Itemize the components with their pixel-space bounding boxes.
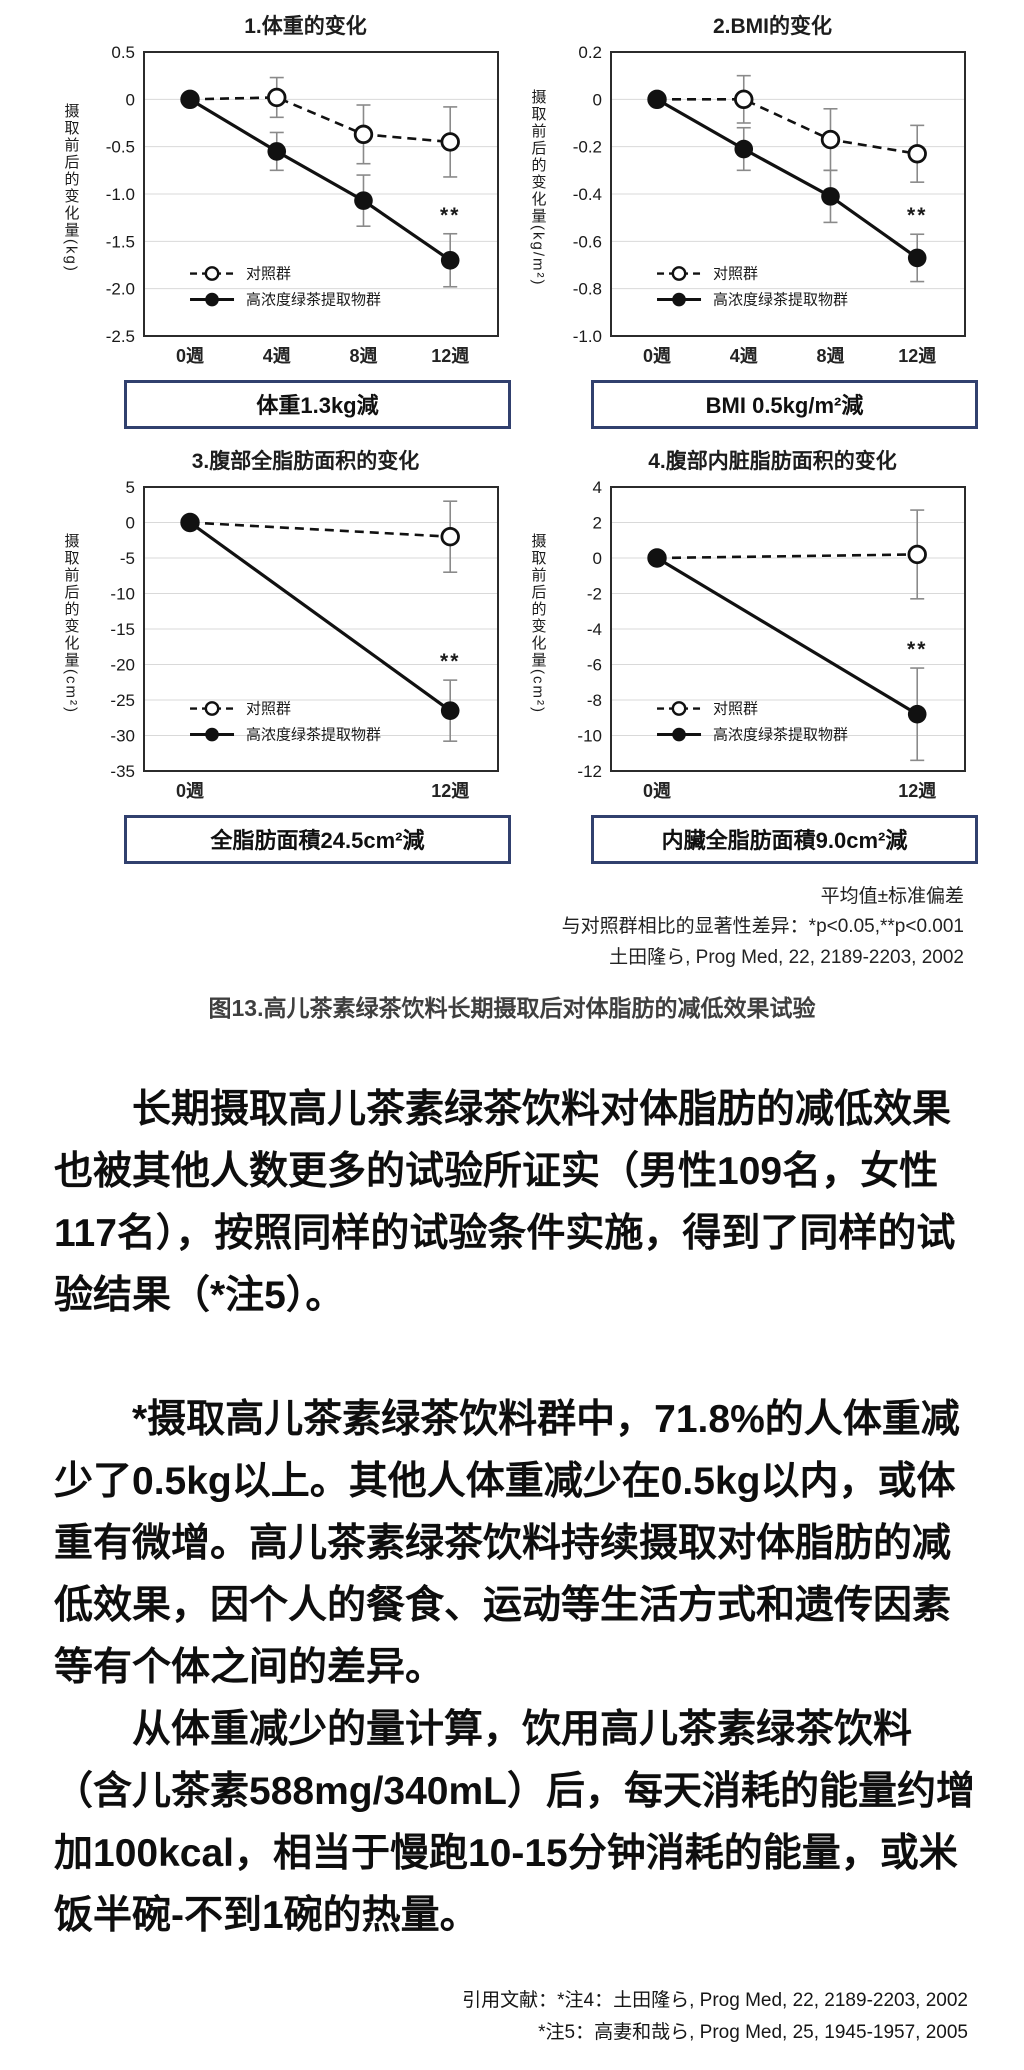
chart-bmi-title: 2.BMI的变化 <box>712 15 832 38</box>
svg-text:高浓度绿茶提取物群: 高浓度绿茶提取物群 <box>713 292 848 309</box>
svg-text:-1.0: -1.0 <box>106 185 135 204</box>
chart-total-fat-cell: 3.腹部全脂肪面积的变化 摄取前后的变化量(cm²) 5 0 -5 -10 -15 -20… <box>58 445 519 880</box>
svg-text:高浓度绿茶提取物群: 高浓度绿茶提取物群 <box>246 727 381 744</box>
chart-visceral-fat-summary-box: 内臟全脂肪面積9.0cm²減 <box>591 815 978 864</box>
chart-bmi-cell: 2.BMI的变化 摄取前后的变化量(kg/m²) 0.2 0 -0.2 -0.4 -0.… <box>525 10 986 445</box>
svg-text:-30: -30 <box>110 727 135 746</box>
svg-text:-2.5: -2.5 <box>106 327 135 346</box>
svg-text:**: ** <box>440 204 460 227</box>
svg-text:-0.2: -0.2 <box>573 138 602 157</box>
svg-text:-10: -10 <box>577 727 602 746</box>
footnote-significance: 与对照群相比的显著性差异：*p<0.05,**p<0.001 <box>561 916 964 938</box>
svg-text:-2.0: -2.0 <box>106 280 135 299</box>
svg-text:-1.5: -1.5 <box>106 232 135 251</box>
figure-footnotes: 平均值±标准偏差 与对照群相比的显著性差异：*p<0.05,**p<0.001 … <box>0 882 1024 973</box>
chart-weight-summary-box: 体重1.3kg減 <box>124 380 511 429</box>
body-text: 长期摄取高儿茶素绿茶饮料对体脂肪的减低效果也被其他人数更多的试验所证实（男性10… <box>0 1079 1024 1947</box>
chart-visceral-fat-cell: 4.腹部内脏脂肪面积的变化 摄取前后的变化量(cm²) 4 2 0 -2 -4 -6 -8 -… <box>525 445 986 880</box>
svg-text:0: 0 <box>126 514 135 533</box>
svg-text:12週: 12週 <box>431 781 469 801</box>
svg-text:8週: 8週 <box>816 346 844 366</box>
svg-text:高浓度绿茶提取物群: 高浓度绿茶提取物群 <box>246 292 381 309</box>
svg-text:-0.8: -0.8 <box>573 280 602 299</box>
citation-note4: 引用文献：*注4：土田隆ら, Prog Med, 22, 2189-2203, … <box>462 1990 968 2012</box>
svg-text:-1.0: -1.0 <box>573 327 602 346</box>
svg-text:-25: -25 <box>110 691 135 710</box>
svg-text:4: 4 <box>593 478 602 497</box>
paragraph-weight-loss-note: *摄取高儿茶素绿茶饮料群中，71.8%的人体重减少了0.5kg以上。其他人体重减… <box>54 1398 960 1690</box>
svg-text:-5: -5 <box>120 549 135 568</box>
svg-text:0週: 0週 <box>176 346 204 366</box>
chart-visceral-fat-y-axis-label: 摄取前后的变化量(cm²) <box>529 532 547 714</box>
svg-text:0週: 0週 <box>176 781 204 801</box>
svg-text:**: ** <box>440 650 460 673</box>
svg-text:12週: 12週 <box>431 346 469 366</box>
paragraph-energy-calculation: 从体重减少的量计算，饮用高儿茶素绿茶饮料（含儿茶素588mg/340mL）后，每… <box>54 1708 975 1938</box>
svg-text:0: 0 <box>593 549 602 568</box>
svg-text:-8: -8 <box>587 691 602 710</box>
svg-text:0.5: 0.5 <box>111 43 135 62</box>
footnote-mean-sd: 平均值±标准偏差 <box>820 886 964 907</box>
citation-list: 引用文献：*注4：土田隆ら, Prog Med, 22, 2189-2203, … <box>0 1985 1024 2070</box>
citation-note5: *注5：高妻和哉ら, Prog Med, 25, 1945-1957, 2005 <box>538 2021 968 2043</box>
svg-text:4週: 4週 <box>730 346 758 366</box>
svg-text:对照群: 对照群 <box>246 701 291 718</box>
svg-text:0: 0 <box>593 90 602 109</box>
chart-total-fat-title: 3.腹部全脂肪面积的变化 <box>191 450 420 473</box>
svg-text:-15: -15 <box>110 620 135 639</box>
svg-text:对照群: 对照群 <box>713 701 758 718</box>
svg-text:-0.4: -0.4 <box>573 185 602 204</box>
chart-weight-y-axis-label: 摄取前后的变化量(kg) <box>62 103 80 273</box>
svg-text:-20: -20 <box>110 656 135 675</box>
svg-text:12週: 12週 <box>898 781 936 801</box>
svg-text:对照群: 对照群 <box>713 266 758 283</box>
svg-text:**: ** <box>907 204 927 227</box>
chart-total-fat-y-axis-label: 摄取前后的变化量(cm²) <box>62 532 80 714</box>
chart-total-fat-summary-box: 全脂肪面積24.5cm²減 <box>124 815 511 864</box>
chart-weight-title: 1.体重的变化 <box>244 15 367 38</box>
svg-text:8週: 8週 <box>349 346 377 366</box>
figure-caption: 图13.高儿茶素绿茶饮料长期摄取后对体脂肪的减低效果试验 <box>208 995 816 1022</box>
chart-visceral-fat-title: 4.腹部内脏脂肪面积的变化 <box>648 450 897 473</box>
svg-text:-10: -10 <box>110 585 135 604</box>
svg-text:0.2: 0.2 <box>578 43 602 62</box>
svg-text:-2: -2 <box>587 585 602 604</box>
svg-text:0: 0 <box>126 90 135 109</box>
chart-weight-cell: 1.体重的变化 摄取前后的变化量(kg) 0.5 0 -0.5 -1.0 -1.5 -2.… <box>58 10 519 445</box>
chart-bmi-summary-box: BMI 0.5kg/m²減 <box>591 380 978 429</box>
svg-text:-35: -35 <box>110 762 135 781</box>
svg-text:对照群: 对照群 <box>246 266 291 283</box>
svg-text:-12: -12 <box>577 762 602 781</box>
svg-text:**: ** <box>907 638 927 661</box>
svg-text:-6: -6 <box>587 656 602 675</box>
svg-text:2: 2 <box>593 514 602 533</box>
chart-bmi-y-axis-label: 摄取前后的变化量(kg/m²) <box>529 89 547 287</box>
paragraph-trial-confirmation: 长期摄取高儿茶素绿茶饮料对体脂肪的减低效果也被其他人数更多的试验所证实（男性10… <box>54 1088 956 1318</box>
svg-text:-4: -4 <box>587 620 602 639</box>
svg-text:4週: 4週 <box>263 346 291 366</box>
svg-text:0週: 0週 <box>643 781 671 801</box>
figure-13-chart-grid: 1.体重的变化 摄取前后的变化量(kg) 0.5 0 -0.5 -1.0 -1.5 -2.… <box>0 0 1024 880</box>
svg-text:5: 5 <box>126 478 135 497</box>
svg-text:12週: 12週 <box>898 346 936 366</box>
svg-text:0週: 0週 <box>643 346 671 366</box>
footnote-reference: 土田隆ら, Prog Med, 22, 2189-2203, 2002 <box>609 946 964 968</box>
svg-text:-0.6: -0.6 <box>573 232 602 251</box>
svg-text:高浓度绿茶提取物群: 高浓度绿茶提取物群 <box>713 727 848 744</box>
svg-text:-0.5: -0.5 <box>106 138 135 157</box>
